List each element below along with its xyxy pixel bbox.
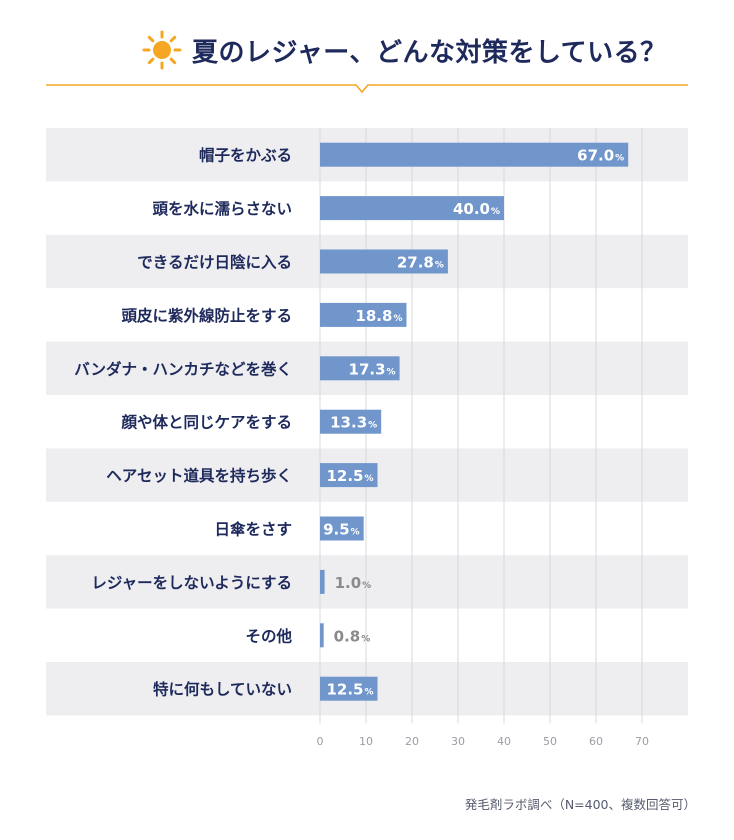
bar	[320, 142, 629, 167]
value-label: 0.8%	[334, 627, 371, 645]
bar	[320, 302, 407, 327]
value-labels: 67.0% 40.0% 27.8% 18.8% 17.3% 13.3% 12.5% 9.5% 1…	[323, 147, 624, 699]
value-label: 1.0%	[335, 574, 372, 592]
bar	[320, 196, 504, 221]
value-label: 18.8%	[355, 307, 402, 325]
bar	[320, 409, 382, 434]
category-label: ヘアセット道具を持ち歩く	[106, 466, 292, 485]
title-divider	[46, 84, 688, 94]
category-label: 頭を水に濡らさない	[152, 199, 292, 218]
bar	[320, 516, 364, 541]
bar-chart: 帽子をかぶる頭を水に濡らさないできるだけ日陰に入る頭皮に紫外線防止をするバンダナ…	[46, 128, 688, 748]
value-label: 9.5%	[323, 521, 360, 539]
row-stripe	[46, 555, 688, 609]
value-label: 27.8%	[397, 254, 444, 272]
value-label: 13.3%	[330, 414, 377, 432]
bar	[320, 623, 324, 648]
x-tick-label: 70	[635, 735, 649, 748]
sun-icon	[142, 30, 182, 70]
bar	[320, 676, 378, 701]
x-tick-label: 20	[405, 735, 419, 748]
category-label: 日傘をさす	[214, 520, 292, 539]
category-label: 顔や体と同じケアをする	[120, 413, 292, 432]
bar	[320, 569, 325, 594]
x-tick-label: 60	[589, 735, 603, 748]
category-label: 帽子をかぶる	[199, 146, 292, 165]
value-label: 12.5%	[326, 467, 373, 485]
value-label: 67.0%	[577, 147, 624, 165]
x-tick-label: 40	[497, 735, 511, 748]
x-axis-ticks: 0 10 20 30 40 50 60 70	[317, 735, 650, 748]
value-label: 12.5%	[326, 681, 373, 699]
category-labels: 帽子をかぶる頭を水に濡らさないできるだけ日陰に入る頭皮に紫外線防止をするバンダナ…	[74, 146, 292, 699]
x-tick-label: 30	[451, 735, 465, 748]
category-label: できるだけ日陰に入る	[137, 253, 292, 272]
value-label: 40.0%	[453, 200, 500, 218]
category-label: バンダナ・ハンカチなどを巻く	[74, 359, 292, 378]
bars	[320, 142, 629, 701]
category-label: 特に何もしていない	[153, 680, 292, 699]
bar	[320, 463, 378, 488]
x-tick-label: 50	[543, 735, 557, 748]
bar	[320, 356, 400, 381]
chart-title: 夏のレジャー、どんな対策をしている？	[192, 38, 667, 68]
category-label: その他	[245, 626, 292, 645]
value-label: 17.3%	[349, 360, 396, 378]
category-label: レジャーをしないようにする	[91, 574, 292, 592]
x-tick-label: 10	[359, 735, 373, 748]
x-tick-label: 0	[317, 735, 324, 748]
bar	[320, 249, 448, 274]
source-note: 発毛剤ラボ調べ（N=400、複数回答可）	[464, 797, 696, 812]
category-label: 頭皮に紫外線防止をする	[121, 306, 292, 325]
chart-header: 夏のレジャー、どんな対策をしている？	[0, 0, 734, 100]
